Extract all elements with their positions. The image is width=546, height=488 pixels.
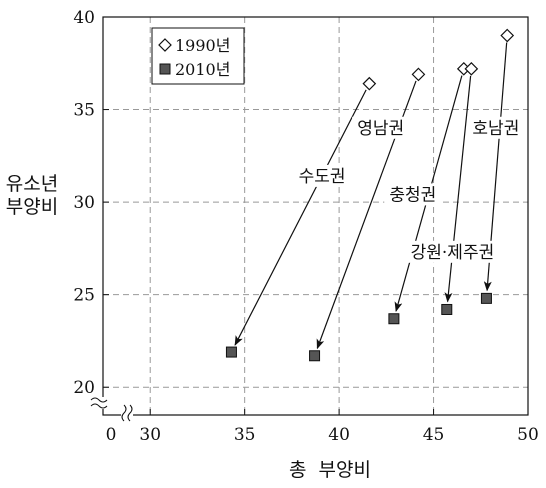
marker-2010-호남권 [480,292,492,304]
legend-label: 1990년 [175,36,230,55]
marker-2010-강원·제주권 [441,303,453,315]
legend-label: 2010년 [175,60,230,79]
region-label-bg [395,240,510,263]
arrow-수도권 [234,89,367,346]
x-tick-label: 45 [423,425,445,445]
y-break-mark [90,403,108,409]
y-tick-label: 40 [73,8,95,28]
marker-1990-수도권 [362,76,377,91]
x-tick-label: 50 [517,425,539,445]
marker-1990-강원·제주권 [464,61,479,76]
marker-2010-수도권 [225,346,237,358]
region-label: 충청권 [389,185,436,205]
x-tick-label: 30 [139,425,161,445]
legend-marker-diamond [158,38,172,52]
markers [225,28,515,362]
y-tick-label: 20 [73,378,95,398]
y-axis-label: 유소년 부양비 [2,173,62,219]
marker-1990-호남권 [500,28,515,43]
y-tick-label: 30 [73,193,95,213]
region-label-bg [384,183,442,206]
legend-box [151,27,245,85]
region-label-bg [467,116,525,139]
plot-frame [102,16,529,416]
x-break-gap [121,411,133,421]
x-tick-label: 40 [328,425,350,445]
legend: 1990년 2010년 [151,27,245,85]
legend-marker-square [159,63,171,75]
y-tick-label: 25 [73,286,95,306]
region-label: 영남권 [357,119,404,139]
region-label: 호남권 [472,119,519,139]
tick-labels: 30 35 40 45 50 20 25 30 35 40 0 [73,8,538,445]
y-axis-label-line: 유소년 [5,173,59,195]
marker-2010-영남권 [309,350,321,362]
y-tick-label: 35 [73,101,95,121]
y-axis-label-line: 부양비 [5,196,59,218]
region-label: 강원·제주권 [411,243,495,263]
marker-1990-영남권 [411,67,426,82]
region-label: 수도권 [299,167,346,187]
x-break-mark [121,404,127,422]
marker-2010-충청권 [388,313,400,325]
y-break-mark [90,397,108,403]
x-axis-label: 총 부양비 [289,459,371,481]
region-label-bg [352,116,410,139]
axes [90,16,529,422]
region-label-bg [293,164,351,187]
origin-label: 0 [106,425,117,445]
y-break-gap [91,397,107,409]
x-tick-label: 35 [234,425,256,445]
x-break-mark [127,404,133,422]
arrow-강원·제주권 [444,75,472,303]
arrows [234,42,508,350]
